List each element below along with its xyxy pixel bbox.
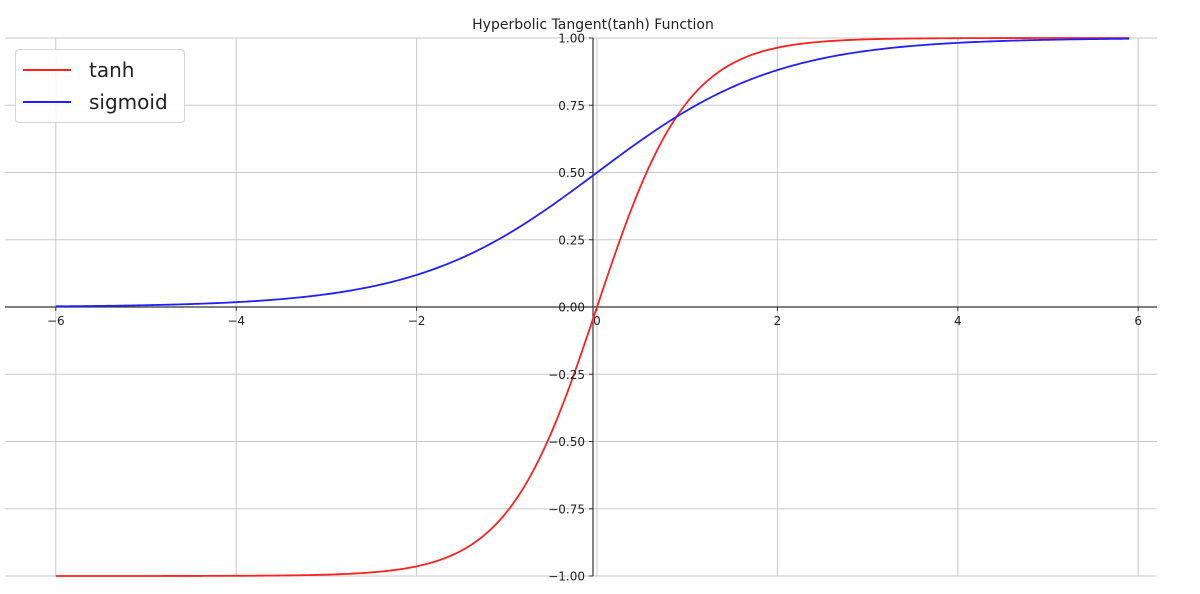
y-tick-label: 0.50	[558, 166, 585, 180]
x-tick-label: 4	[954, 314, 962, 328]
tanh-curve	[55, 37, 1130, 577]
legend-item-tanh: tanh	[16, 56, 134, 84]
y-tick-label: 0.00	[558, 301, 585, 315]
y-tick-label: −0.50	[548, 435, 585, 449]
y-tick-label: 1.00	[558, 32, 585, 46]
x-tick-label: 0	[593, 314, 601, 328]
x-tick-label: −6	[47, 314, 65, 328]
legend-label-tanh: tanh	[89, 58, 135, 82]
y-tick-label: 0.75	[558, 99, 585, 113]
legend-item-sigmoid: sigmoid	[16, 88, 168, 116]
x-tick-label: 6	[1134, 314, 1142, 328]
y-tick-label: −0.25	[548, 368, 585, 382]
tanh-line-swatch-icon	[23, 69, 71, 71]
chart-title: Hyperbolic Tangent(tanh) Function	[472, 17, 714, 33]
sigmoid-line-swatch-icon	[23, 101, 71, 103]
x-tick-label: −2	[408, 314, 426, 328]
legend-label-sigmoid: sigmoid	[89, 90, 168, 114]
y-tick-label: 0.25	[558, 233, 585, 247]
sigmoid-curve	[55, 37, 1130, 308]
y-tick-label: −1.00	[548, 570, 585, 584]
legend: tanh sigmoid	[15, 49, 185, 123]
x-tick-label: −4	[227, 314, 245, 328]
x-tick-label: 2	[774, 314, 782, 328]
y-tick-label: −0.75	[548, 502, 585, 516]
tick-labels: −6 −4 −2 0 2 4 6 1.00 0.75 0.50 0.25 0.00 −0.25 −0.50…	[47, 32, 1142, 584]
plot-lines	[55, 37, 1130, 577]
